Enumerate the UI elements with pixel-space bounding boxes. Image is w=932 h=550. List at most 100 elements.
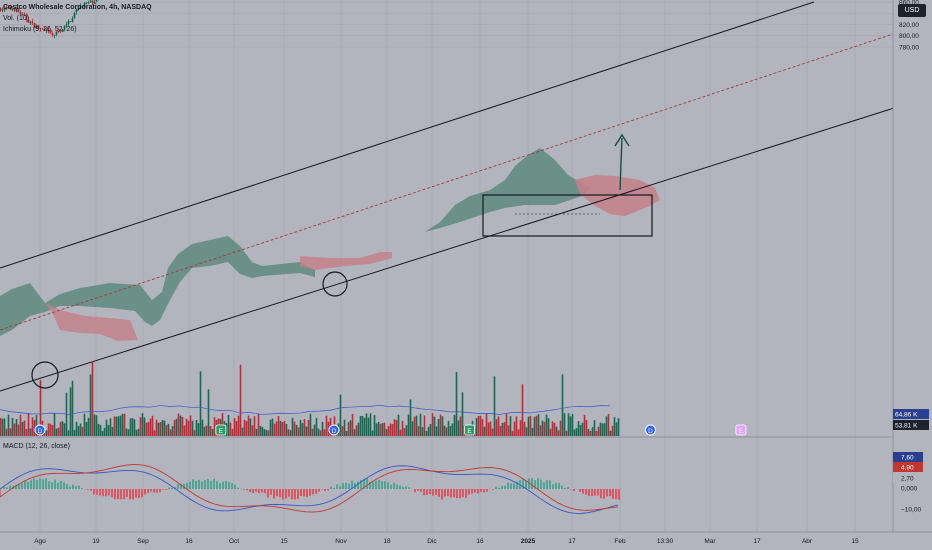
volume-bar: [493, 376, 496, 436]
candle-body: [39, 27, 42, 29]
volume-bar: [551, 421, 554, 436]
candle-body: [85, 2, 88, 4]
volume-bar: [225, 423, 228, 436]
volume-bar: [447, 420, 450, 436]
macd-histogram-bar: [402, 486, 404, 489]
volume-bar: [611, 425, 614, 436]
macd-histogram-bar: [447, 489, 449, 497]
volume-bar: [501, 422, 504, 436]
candle-body: [31, 21, 34, 23]
macd-histogram-bar: [528, 478, 530, 489]
macd-histogram-bar: [579, 489, 581, 492]
macd-histogram-bar: [96, 489, 98, 495]
macd-histogram-bar: [192, 479, 194, 489]
macd-histogram-bar: [147, 489, 149, 494]
macd-badge-hist: [893, 473, 923, 483]
ichimoku-legend[interactable]: Ichimoku (9, 26, 52, 26): [3, 26, 77, 33]
time-tick-label: Ago: [34, 538, 46, 545]
volume-bar: [295, 424, 298, 436]
price-axis[interactable]: 1.080,001.060,001.040,001.020,00980,0096…: [874, 0, 932, 550]
macd-histogram-bar: [111, 489, 113, 498]
macd-histogram-bar: [564, 488, 566, 489]
volume-bar: [109, 418, 112, 436]
macd-histogram-bar: [9, 485, 11, 489]
volume-bar: [327, 421, 330, 436]
macd-histogram-bar: [27, 481, 29, 489]
macd-histogram-bar: [276, 489, 278, 497]
symbol-title[interactable]: Costco Wholesale Corporation, 4h, NASDAQ: [3, 4, 152, 11]
volume-bar: [73, 429, 76, 436]
volume-legend[interactable]: Vol. (10): [3, 15, 30, 22]
volume-bar: [461, 392, 464, 436]
candle-body: [11, 9, 14, 10]
volume-bar: [185, 418, 188, 436]
projection-arrow: [619, 137, 623, 191]
volume-bar: [249, 418, 252, 436]
macd-legend[interactable]: MACD (12, 26, close): [3, 443, 70, 450]
volume-bar: [573, 429, 576, 436]
volume-bar: [395, 420, 398, 436]
volume-bar: [147, 422, 150, 436]
volume-bar: [239, 364, 242, 436]
volume-bar: [581, 422, 584, 436]
volume-bar: [141, 413, 144, 436]
macd-histogram-bar: [327, 489, 329, 491]
macd-histogram-bar: [603, 489, 605, 499]
volume-bar: [605, 416, 608, 436]
volume-bar: [301, 423, 304, 436]
volume-bar: [541, 420, 544, 436]
macd-histogram-bar: [159, 489, 161, 493]
volume-bar: [245, 421, 248, 436]
time-axis[interactable]: Ago 19 Sep 16 Oct 15 Nov 18 Dic 16 2025 17 Feb 13:30 M…: [0, 531, 932, 550]
macd-badge-macd-label: 7,60: [901, 455, 914, 462]
candle-body: [77, 8, 80, 10]
candle-body: [25, 15, 28, 20]
macd-histogram-bar: [417, 489, 419, 491]
time-tick-label: Sep: [137, 538, 149, 545]
candle-body: [21, 13, 24, 15]
volume-bar: [489, 421, 492, 436]
volume-bar: [29, 428, 32, 436]
volume-bar: [455, 372, 458, 436]
volume-bar: [359, 415, 362, 436]
volume-bar: [11, 417, 14, 436]
macd-histogram-bar: [486, 489, 488, 492]
time-tick-label: 2025: [521, 538, 536, 545]
macd-histogram-bar: [507, 482, 509, 489]
cloud-bearish: [300, 252, 392, 270]
volume-bar: [49, 423, 52, 436]
candle-body: [81, 6, 84, 8]
macd-histogram-bar: [558, 483, 560, 489]
volume-bar: [415, 415, 418, 436]
macd-histogram-bar: [474, 489, 476, 493]
dividend-marker: [644, 424, 656, 436]
macd-histogram-bar: [441, 489, 443, 500]
volume-bar: [311, 428, 314, 436]
volume-bar: [115, 416, 118, 436]
volume-bar: [613, 417, 616, 436]
currency-button[interactable]: USD: [898, 4, 926, 17]
volume-bar: [279, 420, 282, 436]
macd-histogram-bar: [33, 478, 35, 489]
channel-mid-line: [0, 33, 894, 331]
macd-histogram-bar: [540, 479, 542, 489]
volume-bar: [459, 416, 462, 436]
macd-histogram-bar: [315, 489, 317, 494]
volume-bars: [0, 361, 620, 436]
volume-bar: [259, 425, 262, 436]
macd-histogram-bar: [135, 489, 137, 498]
price-tick-label: 820,00: [899, 22, 919, 29]
volume-bar: [525, 427, 528, 436]
candle-body: [45, 30, 48, 32]
volume-bar: [119, 415, 122, 436]
macd-histogram-bar: [126, 489, 128, 497]
volume-bar: [175, 418, 178, 436]
volume-bar: [89, 374, 92, 436]
volume-bar: [47, 423, 50, 436]
volume-bar: [289, 430, 292, 436]
macd-histogram-bar: [30, 480, 32, 489]
volume-bar: [1, 418, 4, 436]
macd-badge-signal-label: 4,90: [901, 465, 914, 472]
